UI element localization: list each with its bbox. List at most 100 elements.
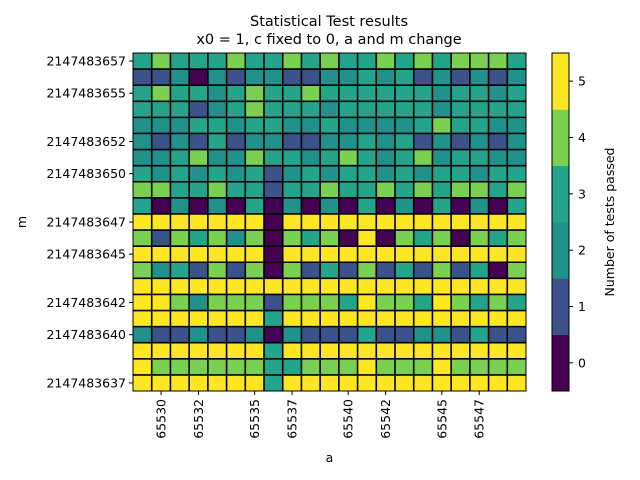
heatmap-cell [488, 197, 508, 215]
heatmap-cell [376, 310, 396, 328]
heatmap-cell [395, 230, 415, 247]
heatmap-cell [451, 310, 471, 328]
heatmap-cell [133, 326, 153, 344]
heatmap-cell [395, 85, 415, 102]
heatmap-cell [469, 53, 489, 70]
colorbar-segment [552, 278, 569, 336]
heatmap-cell [451, 278, 471, 295]
heatmap-cell [320, 53, 340, 70]
heatmap-cell [245, 326, 265, 344]
heatmap-cell [301, 246, 321, 263]
heatmap-cell [189, 230, 209, 247]
heatmap-cell [357, 230, 377, 247]
heatmap-cell [189, 294, 209, 311]
heatmap-cell [170, 213, 190, 231]
heatmap-cell [264, 374, 284, 392]
heatmap-cell [432, 246, 452, 263]
y-tick-label: 2147483640 [46, 327, 126, 342]
heatmap-cell [451, 181, 471, 199]
heatmap-cell [507, 294, 527, 311]
heatmap-cell [338, 310, 358, 328]
heatmap-cell [301, 197, 321, 215]
heatmap-cell [301, 213, 321, 231]
heatmap-cell [189, 53, 209, 70]
heatmap-cell [338, 246, 358, 263]
heatmap-cell [338, 230, 358, 247]
heatmap-cell [245, 213, 265, 231]
heatmap-cell [282, 374, 302, 392]
heatmap-cell [451, 197, 471, 215]
heatmap-cell [170, 262, 190, 279]
heatmap-cell [376, 294, 396, 311]
heatmap-cell [301, 149, 321, 167]
heatmap-cell [357, 374, 377, 392]
heatmap-cell [151, 181, 171, 199]
heatmap-cell [245, 374, 265, 392]
heatmap-cell [413, 230, 433, 247]
heatmap-cell [488, 230, 508, 247]
heatmap-cell [189, 358, 209, 376]
heatmap-cell [357, 213, 377, 231]
heatmap-cell [357, 342, 377, 360]
heatmap-cell [320, 197, 340, 215]
heatmap-cell [189, 213, 209, 231]
heatmap-cell [207, 69, 227, 86]
heatmap-cell [189, 278, 209, 295]
heatmap-cell [507, 165, 527, 183]
heatmap-cell [264, 278, 284, 295]
heatmap-cell [133, 246, 153, 263]
heatmap-cell [413, 246, 433, 263]
heatmap-cell [133, 358, 153, 376]
heatmap-cell [395, 165, 415, 183]
heatmap-cell [320, 278, 340, 295]
heatmap-cell [395, 69, 415, 86]
heatmap-cell [507, 149, 527, 167]
heatmap-cell [189, 149, 209, 167]
heatmap-cell [357, 149, 377, 167]
heatmap-cell [301, 69, 321, 86]
heatmap-cell [207, 53, 227, 70]
colorbar-tick-label: 0 [578, 355, 586, 370]
heatmap-cell [151, 230, 171, 247]
heatmap-cell [189, 374, 209, 392]
heatmap-cell [189, 310, 209, 328]
heatmap-cell [357, 117, 377, 134]
heatmap-cell [338, 374, 358, 392]
heatmap-cell [488, 262, 508, 279]
heatmap-cell [151, 374, 171, 392]
colorbar-tick-label: 1 [578, 299, 586, 314]
heatmap-cell [357, 197, 377, 215]
heatmap-cell [264, 294, 284, 311]
heatmap-cell [151, 85, 171, 102]
heatmap-cell [133, 149, 153, 167]
heatmap-cell [451, 69, 471, 86]
heatmap-cell [207, 117, 227, 134]
heatmap-cell [320, 149, 340, 167]
heatmap-cell [488, 69, 508, 86]
heatmap-cell [338, 133, 358, 150]
heatmap-cell [376, 278, 396, 295]
heatmap-cell [189, 181, 209, 199]
heatmap-cell [469, 262, 489, 279]
heatmap-cell [226, 133, 246, 150]
heatmap-cell [301, 262, 321, 279]
heatmap-cell [451, 294, 471, 311]
colorbar-tick-label: 3 [578, 186, 586, 201]
heatmap-cell [264, 230, 284, 247]
heatmap-cell [170, 117, 190, 134]
heatmap-cell [301, 294, 321, 311]
heatmap-cell [488, 213, 508, 231]
heatmap-cell [469, 101, 489, 118]
heatmap-cell [413, 278, 433, 295]
heatmap-cell [376, 358, 396, 376]
heatmap-cell [413, 294, 433, 311]
heatmap-cell [320, 69, 340, 86]
heatmap-cell [507, 310, 527, 328]
heatmap-cell [226, 294, 246, 311]
heatmap-cell [151, 53, 171, 70]
heatmap-cell [338, 165, 358, 183]
heatmap-cell [338, 262, 358, 279]
colorbar-segment [552, 334, 569, 392]
heatmap-cell [133, 230, 153, 247]
heatmap-cell [488, 246, 508, 263]
